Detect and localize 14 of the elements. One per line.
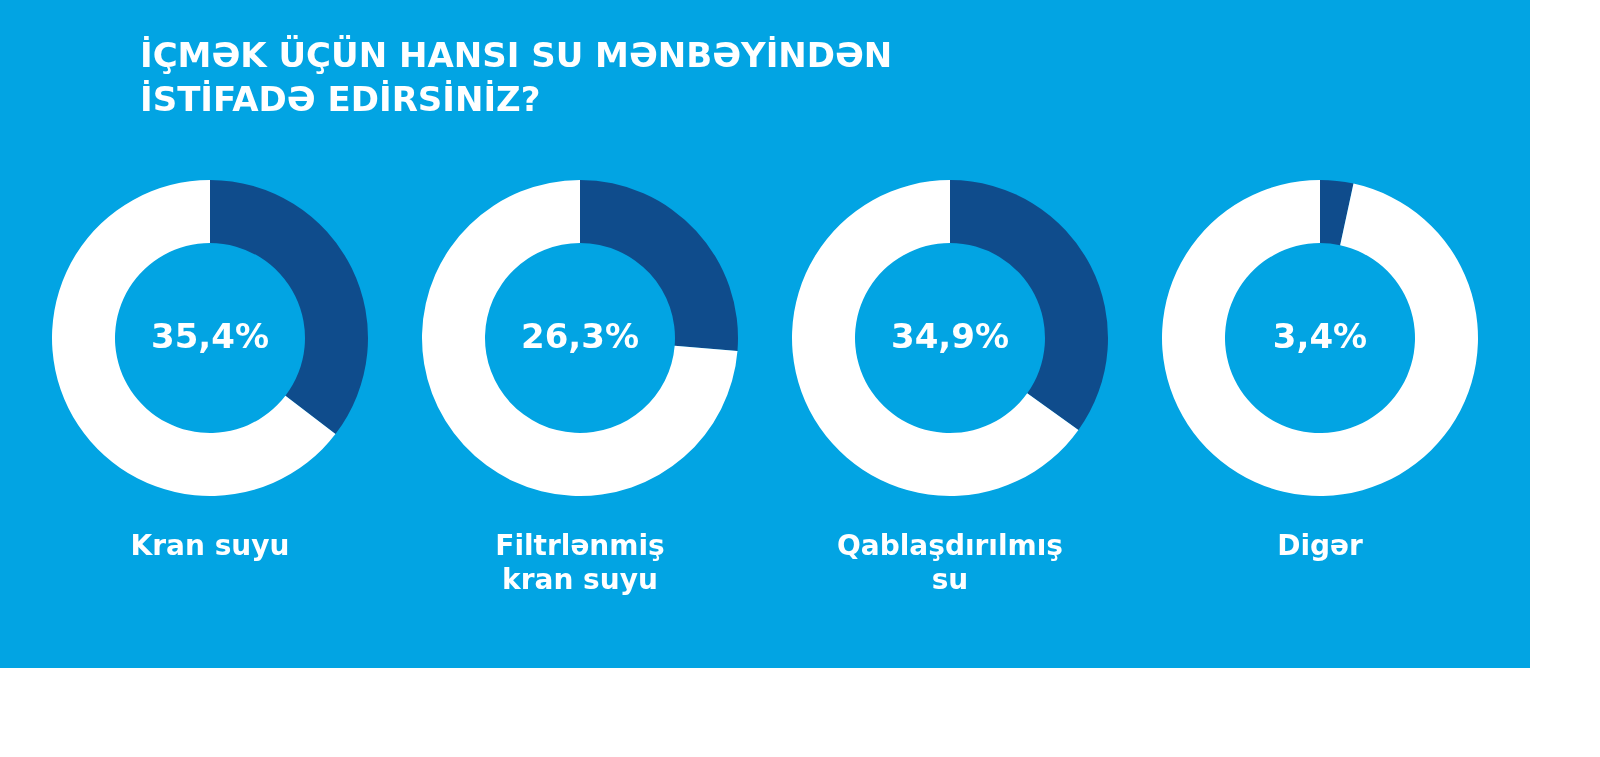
donut-slice [1320,180,1354,246]
donut-slice [422,180,738,496]
text: Digər [1277,529,1364,562]
text: İÇMƏK ÜÇÜN HANSI SU MƏNBƏYİNDƏN İSTİFADƏ EDİRSİNİZ? [140,35,893,119]
text: Filtrlənmiş kran suyu [495,529,665,596]
data-label: 26,3% [521,316,639,356]
text: Qablaşdırılmış su [837,529,1063,596]
donut-slice [792,180,1079,496]
text: Kran suyu [130,529,290,562]
data-label: 3,4% [1272,316,1368,356]
data-label: 34,9% [891,316,1009,356]
data-label: 35,4% [151,316,269,356]
donut-slice [1162,180,1478,496]
donut-slice [52,180,336,496]
